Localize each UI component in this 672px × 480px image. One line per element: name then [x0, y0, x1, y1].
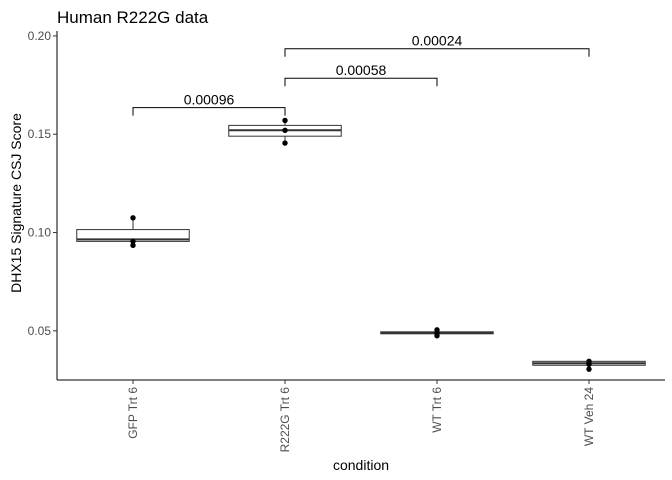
data-points: [130, 117, 592, 372]
x-tick-label: WT Veh 24: [582, 387, 596, 446]
data-point: [282, 117, 288, 124]
data-point: [130, 242, 136, 249]
comparison-p-value: 0.00058: [336, 62, 387, 78]
y-axis-title: DHX15 Signature CSJ Score: [8, 113, 24, 293]
data-point: [130, 238, 136, 245]
x-tick-label: GFP Trt 6: [126, 387, 140, 439]
comparison-bracket: [284, 77, 438, 87]
x-tick-label: WT Trt 6: [430, 387, 444, 433]
y-tick-label: 0.05: [28, 324, 52, 338]
y-axis-ticks: 0.05 0.10 0.15 0.20: [28, 29, 57, 338]
data-point: [282, 127, 288, 133]
chart-title: Human R222G data: [57, 8, 209, 27]
comparison-bracket: [132, 107, 286, 116]
y-tick-label: 0.10: [28, 226, 52, 240]
comparison-brackets: 0.00096 0.00058 0.00024: [132, 33, 590, 116]
x-axis-title: condition: [333, 457, 389, 473]
y-tick-label: 0.15: [28, 127, 52, 141]
x-tick-label: R222G Trt 6: [278, 387, 292, 453]
data-point: [586, 358, 592, 365]
y-tick-label: 0.20: [28, 29, 52, 43]
data-point: [586, 366, 592, 372]
comparison-p-value: 0.00096: [184, 92, 235, 108]
boxes: [76, 120, 646, 370]
comparison-bracket: [284, 48, 590, 57]
data-point: [434, 327, 440, 333]
data-point: [130, 215, 136, 221]
axes: [56, 31, 665, 381]
x-axis-ticks: GFP Trt 6 R222G Trt 6 WT Trt 6 WT Veh 24: [126, 380, 596, 452]
comparison-p-value: 0.00024: [412, 33, 463, 49]
data-point: [282, 140, 288, 146]
